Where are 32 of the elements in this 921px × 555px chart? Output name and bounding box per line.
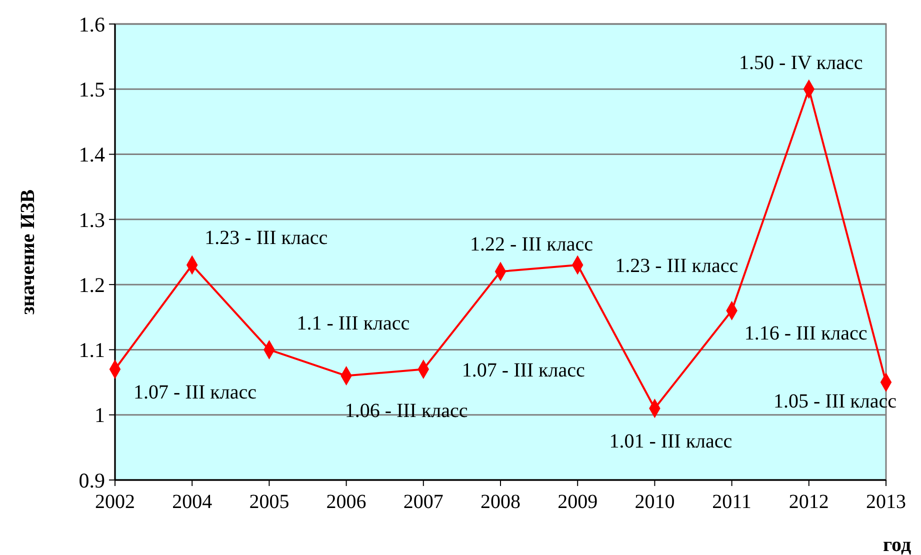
data-label: 1.07 - III класс xyxy=(134,381,257,404)
y-tick-label: 1.4 xyxy=(78,142,106,167)
x-tick-label: 2013 xyxy=(866,491,906,513)
data-label: 1.05 - III класс xyxy=(774,390,897,412)
data-label: 1.07 - III класс xyxy=(462,359,586,382)
x-tick-label: 2012 xyxy=(788,491,829,513)
y-tick-label: 1.3 xyxy=(78,208,105,232)
data-label: 1.22 - III класс xyxy=(470,234,594,256)
data-label: 1.23 - III класс xyxy=(204,227,328,250)
x-tick-label: 2004 xyxy=(172,491,212,513)
x-tick-label: 2010 xyxy=(634,491,675,513)
y-tick-label: 1.6 xyxy=(78,12,105,36)
y-tick-label: 1.1 xyxy=(78,338,105,362)
y-tick-label: 1.2 xyxy=(78,272,105,297)
x-tick-label: 2006 xyxy=(326,491,366,513)
data-label: 1.16 - III класс xyxy=(744,322,868,345)
data-label: 1.1 - III класс xyxy=(296,312,410,335)
data-label: 1.06 - III класс xyxy=(344,400,468,422)
data-label: 1.23 - III класс xyxy=(615,255,738,278)
x-tick-label: 2005 xyxy=(249,491,290,513)
x-tick-label: 2009 xyxy=(558,491,598,513)
x-tick-label: 2007 xyxy=(403,491,444,513)
data-label: 1.50 - IV класс xyxy=(739,52,863,74)
y-tick-label: 1.5 xyxy=(78,77,105,102)
y-axis-title: значение ИЗВ xyxy=(17,189,39,315)
y-tick-label: 0.9 xyxy=(78,468,105,492)
data-label: 1.01 - III класс xyxy=(609,430,732,452)
x-tick-label: 2002 xyxy=(95,491,135,513)
x-tick-label: 2008 xyxy=(480,491,520,513)
x-axis-title: год xyxy=(882,534,912,555)
x-tick-label: 2011 xyxy=(712,491,752,513)
y-tick-label: 1 xyxy=(94,403,105,428)
